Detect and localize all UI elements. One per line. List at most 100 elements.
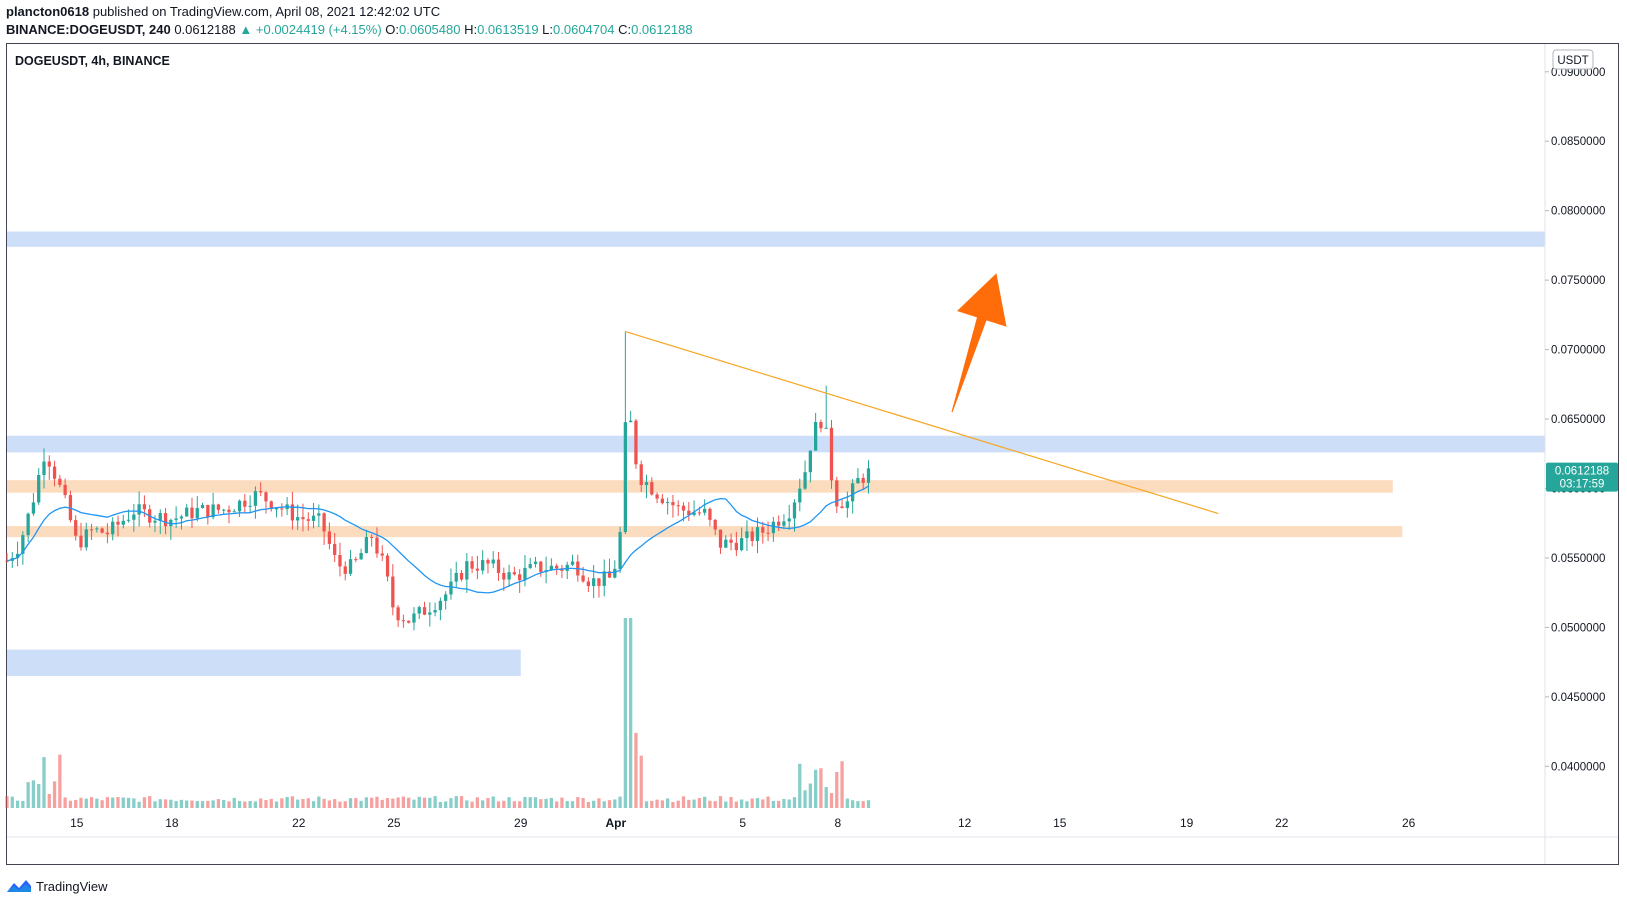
volume-bar: [671, 801, 675, 808]
volume-bar: [798, 763, 802, 808]
volume-bar: [829, 793, 834, 808]
candle-body: [63, 484, 67, 496]
volume-bar: [523, 796, 527, 808]
candle-body: [782, 521, 786, 526]
candle-body: [449, 581, 453, 595]
author-name[interactable]: plancton0618: [6, 4, 90, 19]
candle-body: [835, 480, 839, 507]
candle-body: [264, 492, 268, 502]
volume-bar: [808, 783, 812, 808]
volume-bar: [475, 797, 480, 808]
time-tick-label: 25: [387, 816, 401, 830]
volume-bar: [259, 798, 263, 808]
candle-body: [523, 567, 527, 581]
volume-bar: [533, 797, 538, 808]
candle-body: [142, 504, 147, 510]
price-axis[interactable]: 0.0900000 0.0850000 0.0800000 0.0750000 0.07…: [1545, 67, 1605, 774]
volume-bar: [401, 796, 406, 808]
candle-body: [454, 572, 458, 582]
volume-bar: [243, 801, 247, 808]
volume-bar: [734, 801, 738, 808]
candle-body: [237, 500, 242, 512]
volume-bar: [592, 800, 596, 808]
volume-bar: [148, 796, 152, 808]
volume-bar: [274, 801, 279, 808]
volume-bar: [5, 796, 9, 808]
time-tick-label: 8: [834, 816, 841, 830]
last-price-value: 0.0612188: [1555, 466, 1609, 478]
time-axis[interactable]: 15 18 22 25 29 Apr 5 8 12 15 19 22 26: [70, 816, 1416, 830]
volume-bar: [63, 797, 67, 808]
volume-bar: [819, 768, 823, 808]
upward-arrow-icon: [951, 273, 1007, 413]
candle-body: [354, 559, 358, 561]
volume-bar: [803, 790, 807, 808]
volume-bar: [856, 801, 860, 808]
time-tick-label: 26: [1402, 816, 1416, 830]
candle-body: [301, 517, 305, 520]
volume-bar: [750, 798, 754, 808]
candle-body: [317, 513, 321, 516]
candle-body: [634, 420, 638, 465]
volume-bar: [396, 797, 400, 808]
volume-bar: [227, 801, 231, 808]
high-value: 0.0613519: [477, 22, 539, 37]
moving-average-line: [6, 485, 869, 594]
volume-bar: [132, 798, 136, 808]
volume-bar: [68, 800, 73, 808]
candle-body: [42, 461, 46, 476]
candle-body: [248, 505, 252, 507]
candle-body: [491, 559, 495, 564]
volume-bar: [89, 797, 94, 808]
volume-bar: [581, 797, 585, 808]
volume-bar: [359, 800, 363, 808]
volume-bar: [333, 799, 337, 808]
volume-bar: [602, 801, 606, 808]
candle-body: [290, 504, 295, 521]
volume-bar: [639, 755, 643, 808]
volume-bar: [449, 798, 453, 808]
volume-bar: [792, 797, 797, 808]
volume-bar: [216, 799, 221, 808]
candle-body: [37, 475, 41, 503]
candle-body: [126, 519, 131, 521]
candle-body: [734, 542, 738, 551]
candle-body: [31, 502, 36, 514]
candle-body: [655, 494, 659, 499]
candle-body: [470, 561, 474, 569]
volume-bar: [491, 796, 495, 808]
volume-bar: [185, 800, 189, 808]
volume-bar: [782, 798, 786, 808]
volume-bar: [824, 786, 828, 808]
candle-body: [866, 468, 871, 483]
volume-bar: [629, 618, 633, 808]
candle-body: [385, 555, 390, 577]
volume-bar: [322, 798, 326, 808]
candle-body: [549, 565, 554, 571]
candle-body: [322, 513, 326, 532]
last-price-tag: 0.0612188 03:17:59: [1546, 462, 1618, 492]
volume-bar: [697, 798, 702, 808]
candle-body: [798, 488, 802, 503]
chart-frame[interactable]: [6, 43, 1619, 865]
candle-body: [481, 560, 485, 571]
volume-bar: [15, 800, 20, 808]
volume-bar: [539, 799, 543, 808]
candle-body: [89, 529, 94, 531]
volume-bar: [280, 798, 284, 808]
price-tick-label: 0.0900000: [1551, 67, 1605, 79]
candle-body: [227, 509, 231, 513]
currency-button[interactable]: USDT: [1552, 49, 1594, 70]
candle-body: [58, 478, 62, 485]
candle-body: [814, 422, 818, 451]
low-value: 0.0604704: [553, 22, 615, 37]
volume-bar: [507, 797, 511, 808]
tradingview-logo[interactable]: TradingView: [6, 878, 108, 894]
volume-bar: [200, 801, 205, 808]
candle-body: [486, 560, 490, 564]
candle-body: [269, 501, 273, 510]
candle-body: [195, 508, 199, 519]
volume-bar: [502, 800, 506, 808]
volume-bar: [42, 757, 46, 808]
